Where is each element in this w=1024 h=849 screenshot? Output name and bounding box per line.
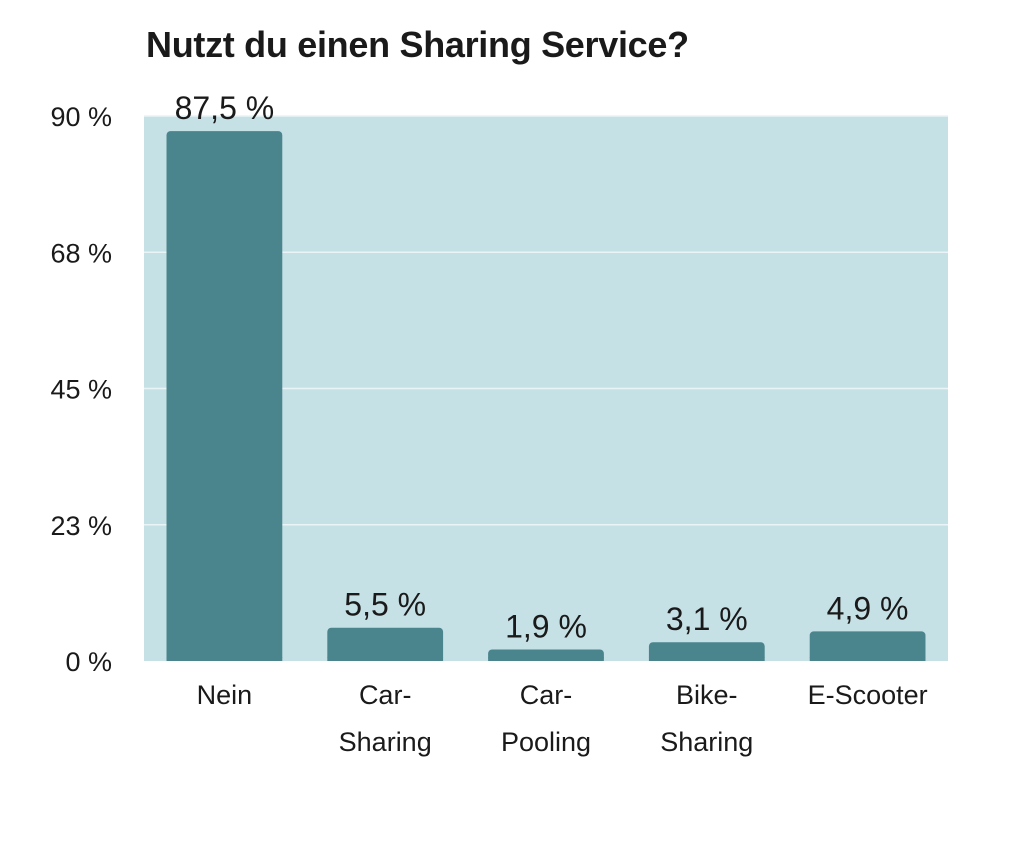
bar-base xyxy=(488,657,604,661)
y-tick-label: 45 % xyxy=(50,375,112,405)
x-tick-label: Sharing xyxy=(660,727,753,757)
data-label: 5,5 % xyxy=(344,587,426,623)
y-tick-label: 23 % xyxy=(50,511,112,541)
y-tick-label: 90 % xyxy=(50,102,112,132)
bar-base xyxy=(327,657,444,661)
bar-base xyxy=(166,657,283,661)
chart-title: Nutzt du einen Sharing Service? xyxy=(146,24,689,65)
bar-base xyxy=(648,657,765,661)
bar xyxy=(327,627,444,661)
x-tick-label: Sharing xyxy=(339,727,432,757)
y-tick-label: 68 % xyxy=(50,238,112,268)
bar xyxy=(648,642,765,661)
bar xyxy=(809,631,926,661)
data-label: 87,5 % xyxy=(175,90,275,126)
bar-base xyxy=(809,657,926,661)
x-tick-label: E-Scooter xyxy=(808,680,928,710)
data-label: 1,9 % xyxy=(505,608,587,644)
y-tick-label: 0 % xyxy=(65,647,112,677)
x-tick-label: Car- xyxy=(359,680,412,710)
data-label: 4,9 % xyxy=(827,590,909,626)
data-label: 3,1 % xyxy=(666,601,748,637)
x-tick-label: Car- xyxy=(520,680,573,710)
x-tick-label: Nein xyxy=(197,680,253,710)
bar xyxy=(166,131,283,661)
x-tick-label: Bike- xyxy=(676,680,738,710)
x-tick-label: Pooling xyxy=(501,727,591,757)
